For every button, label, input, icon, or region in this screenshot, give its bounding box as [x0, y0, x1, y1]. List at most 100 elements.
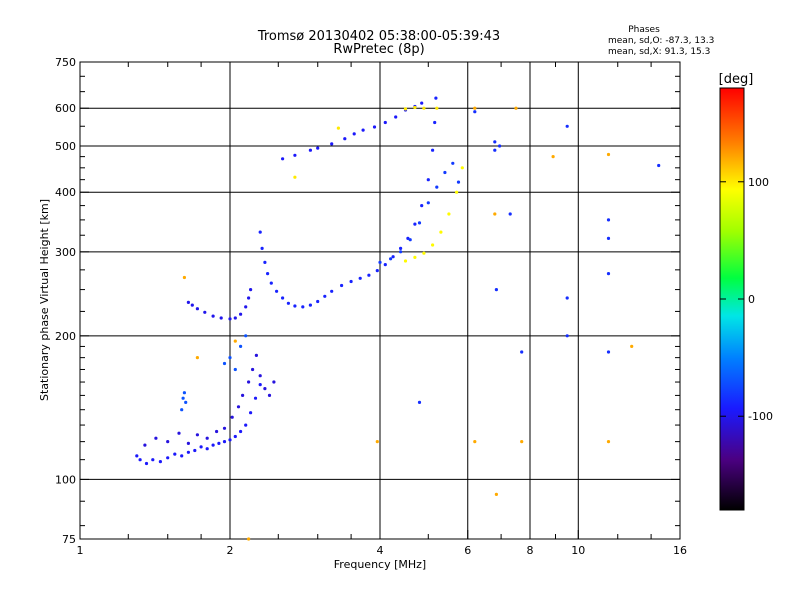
data-point [473, 110, 477, 114]
y-tick-label: 100 [55, 473, 76, 486]
data-point [565, 334, 569, 338]
data-point [154, 436, 158, 440]
data-point [253, 396, 258, 400]
y-tick-label: 75 [62, 533, 76, 546]
data-point [281, 157, 285, 161]
data-point [205, 447, 209, 451]
data-point [565, 124, 569, 128]
data-point [389, 257, 393, 261]
data-point [203, 310, 207, 314]
data-point [233, 434, 237, 439]
data-point [383, 263, 387, 267]
data-point [244, 305, 248, 309]
colorbar-ticks: 100 0 -100 [720, 176, 773, 423]
data-point [186, 441, 190, 445]
data-point [399, 246, 403, 250]
data-point [195, 433, 199, 437]
data-point [233, 316, 237, 320]
data-point [205, 436, 209, 440]
data-point [451, 161, 455, 165]
data-point [244, 334, 248, 338]
data-point [493, 212, 497, 216]
data-point [349, 279, 353, 284]
phases-title: Phases [628, 25, 660, 35]
data-point [422, 251, 426, 255]
data-point [630, 344, 634, 348]
plot-area: 1 2 4 6 8 10 16 75 100 200 300 400 500 600 750 [55, 56, 687, 557]
data-point [181, 396, 185, 400]
data-point [281, 296, 285, 300]
x-tick-label: 2 [227, 544, 234, 557]
data-point [308, 303, 312, 307]
data-point [177, 431, 181, 435]
data-point [316, 146, 320, 150]
y-tick-label: 300 [55, 246, 76, 259]
y-tick-label: 600 [55, 102, 76, 115]
data-point [435, 185, 439, 189]
data-point [195, 356, 199, 360]
data-point [367, 273, 371, 277]
data-point [143, 443, 147, 447]
data-point [336, 126, 340, 130]
data-point [308, 148, 312, 152]
data-point [182, 391, 186, 395]
minor-ticks [80, 62, 680, 539]
data-point [426, 178, 430, 182]
data-point [247, 296, 251, 300]
data-point [455, 190, 459, 194]
data-point [228, 317, 232, 321]
data-point [494, 492, 498, 496]
data-point [439, 230, 443, 234]
grid [80, 62, 680, 539]
data-point [293, 153, 297, 157]
data-point [514, 106, 518, 110]
data-point [233, 339, 237, 343]
data-point [606, 272, 611, 276]
data-point [456, 180, 461, 184]
y-axis-ticks: 75 100 200 300 400 500 600 750 [55, 56, 680, 546]
data-point [431, 243, 435, 247]
data-point [606, 236, 611, 240]
data-point [269, 281, 273, 285]
colorbar-tick-label: -100 [748, 410, 773, 423]
data-point [272, 380, 276, 384]
x-axis-label: Frequency [MHz] [334, 558, 426, 571]
data-point [657, 163, 661, 168]
data-point [222, 361, 227, 366]
data-point [251, 367, 255, 372]
data-point [426, 201, 430, 205]
data-point [434, 96, 438, 100]
data-point [606, 152, 611, 157]
data-point [215, 429, 219, 434]
data-point [391, 255, 395, 259]
y-axis-label: Stationary phase Virtual Height [km] [38, 199, 51, 401]
data-point [233, 367, 237, 372]
data-point [239, 312, 243, 316]
data-point [378, 260, 382, 264]
x-tick-label: 10 [571, 544, 585, 557]
data-point [219, 316, 223, 320]
data-point [606, 440, 611, 444]
colorbar-label: [deg] [719, 72, 754, 87]
data-point [417, 221, 422, 225]
data-point [193, 448, 197, 453]
data-point [413, 255, 417, 259]
data-point [447, 212, 451, 216]
data-point [267, 393, 272, 397]
data-point [228, 356, 232, 360]
data-point [236, 405, 241, 409]
y-tick-label: 400 [55, 186, 76, 199]
data-point [247, 537, 251, 541]
data-point [173, 452, 177, 456]
data-point [493, 140, 497, 144]
data-point [375, 269, 379, 273]
data-point [420, 101, 424, 105]
y-tick-label: 200 [55, 330, 76, 343]
data-point [166, 456, 170, 460]
data-point [211, 443, 215, 447]
data-points [135, 96, 661, 541]
data-point [260, 246, 264, 250]
data-point [330, 289, 334, 293]
data-point [508, 212, 512, 216]
